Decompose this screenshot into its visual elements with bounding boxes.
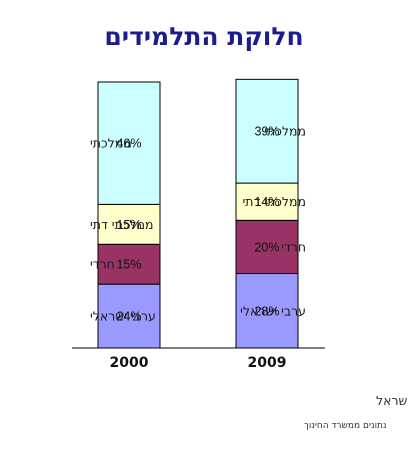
segment-label: ממלכתי דתי bbox=[242, 194, 306, 209]
data-label: 20% bbox=[254, 240, 279, 254]
category-label: 2000 bbox=[110, 355, 149, 371]
segment-label: ממלכתי דתי bbox=[90, 217, 154, 232]
data-label: 46% bbox=[116, 137, 141, 151]
bar-segment bbox=[235, 78, 299, 184]
chart-title: חלוקת התלמידים bbox=[104, 22, 303, 51]
data-label: 15% bbox=[116, 218, 141, 232]
segment-label: ערבי ישראלי bbox=[90, 309, 156, 324]
category-label: 2009 bbox=[248, 355, 287, 371]
source-note: נתונים ממשרד החינוך bbox=[304, 421, 387, 431]
data-label: 14% bbox=[254, 195, 279, 209]
data-label: 28% bbox=[254, 304, 279, 318]
bar-segment bbox=[235, 219, 299, 275]
data-label: 39% bbox=[254, 125, 279, 139]
bar-segment bbox=[97, 283, 161, 349]
bar-segment bbox=[97, 81, 161, 205]
segment-label: ערבי ישראלי bbox=[240, 303, 306, 318]
data-label: 15% bbox=[116, 258, 141, 272]
bar-segment bbox=[97, 243, 161, 285]
segment-label: ממלכתי bbox=[264, 124, 306, 139]
data-label: 24% bbox=[116, 310, 141, 324]
segment-label: חרדי bbox=[90, 257, 115, 272]
bar-segment bbox=[97, 203, 161, 245]
source-text: מקור: מרכז טאוב לחקר המדיניות החברתית בי… bbox=[376, 393, 408, 408]
segment-label: חרדי bbox=[281, 239, 306, 254]
segment-label: ממלכתי bbox=[90, 136, 132, 151]
